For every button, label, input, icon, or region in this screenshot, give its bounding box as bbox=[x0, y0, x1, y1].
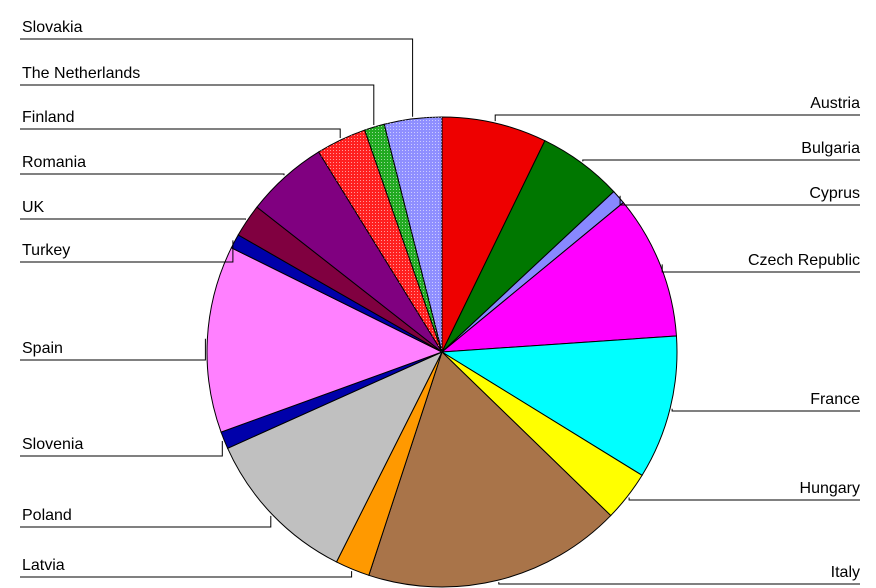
slice-pattern-the-netherlands bbox=[364, 124, 442, 353]
label-finland: Finland bbox=[22, 109, 74, 126]
slice-austria bbox=[441, 116, 546, 353]
leader-line-italy bbox=[498, 582, 860, 585]
label-spain: Spain bbox=[22, 340, 63, 357]
slice-pattern-slovakia bbox=[384, 117, 442, 352]
leader-line-czech-republic bbox=[661, 264, 860, 273]
leader-line-hungary bbox=[628, 497, 860, 501]
label-bulgaria: Bulgaria bbox=[801, 140, 860, 157]
label-hungary: Hungary bbox=[800, 480, 860, 497]
leader-line-finland bbox=[20, 128, 341, 138]
label-the-netherlands: The Netherlands bbox=[22, 65, 140, 82]
leader-line-spain bbox=[20, 338, 206, 361]
leader-line-uk bbox=[20, 218, 246, 220]
label-poland: Poland bbox=[22, 507, 72, 524]
leader-line-austria bbox=[494, 114, 860, 122]
label-austria: Austria bbox=[810, 95, 860, 112]
leader-line-cyprus bbox=[619, 195, 860, 206]
leader-line-the-netherlands bbox=[20, 84, 375, 125]
leader-line-slovakia bbox=[20, 38, 414, 117]
slice-poland bbox=[226, 350, 444, 563]
leader-line-turkey bbox=[20, 240, 234, 263]
slice-france bbox=[440, 335, 678, 477]
leader-line-romania bbox=[20, 173, 285, 176]
leader-line-bulgaria bbox=[582, 159, 860, 162]
label-romania: Romania bbox=[22, 154, 86, 171]
slice-czech-republic bbox=[440, 201, 677, 353]
label-slovenia: Slovenia bbox=[22, 436, 83, 453]
leader-line-latvia bbox=[20, 571, 353, 578]
leader-line-poland bbox=[20, 515, 272, 528]
label-czech-republic: Czech Republic bbox=[748, 252, 860, 269]
label-turkey: Turkey bbox=[22, 242, 70, 259]
slice-pattern-finland bbox=[318, 130, 442, 352]
label-italy: Italy bbox=[831, 564, 860, 581]
label-cyprus: Cyprus bbox=[809, 185, 860, 202]
label-latvia: Latvia bbox=[22, 557, 65, 574]
label-france: France bbox=[810, 391, 860, 408]
leader-line-france bbox=[671, 408, 860, 412]
label-slovakia: Slovakia bbox=[22, 19, 83, 36]
leader-lines bbox=[20, 38, 860, 585]
slice-spain bbox=[206, 247, 444, 433]
leader-line-slovenia bbox=[20, 441, 223, 457]
slice-labels: Austria Bulgaria Cyprus Czech Republic Franc… bbox=[22, 19, 860, 581]
label-uk: UK bbox=[22, 199, 45, 216]
slice-italy bbox=[368, 351, 612, 588]
pie-slices bbox=[206, 116, 678, 588]
